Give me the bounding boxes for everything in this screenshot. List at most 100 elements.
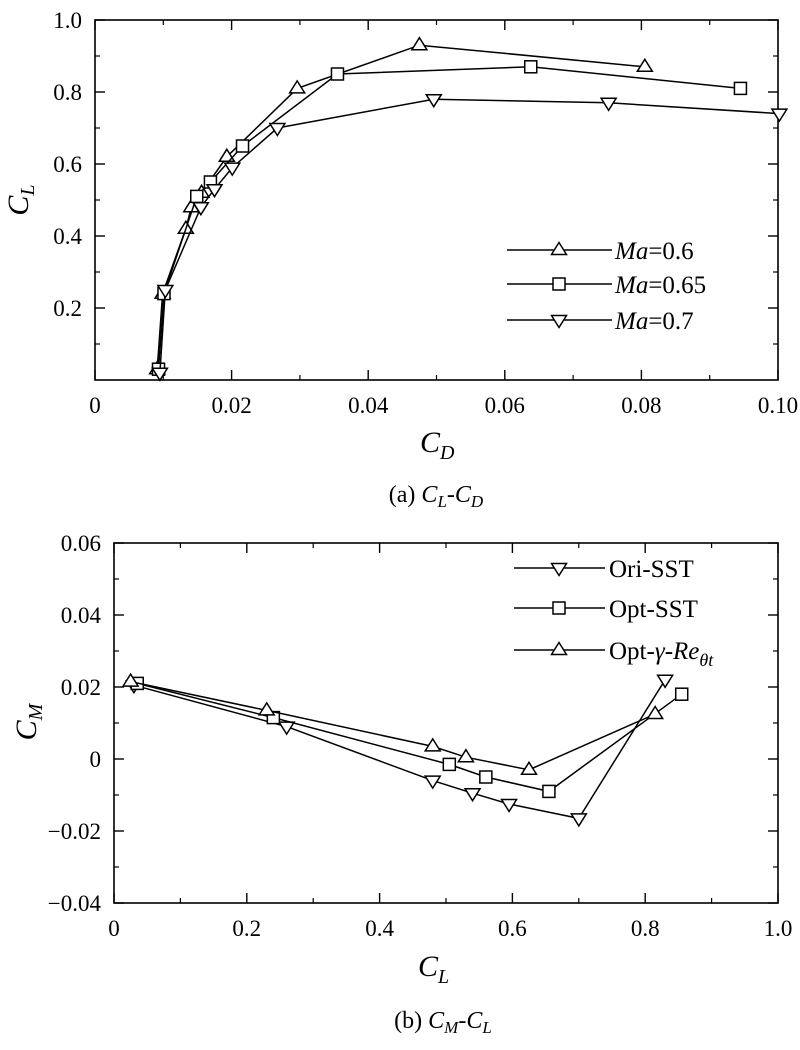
- panel-b-series-0-point-2: [423, 775, 442, 790]
- panel-a-series-1-point-2: [190, 189, 204, 204]
- panel-b-x-axis-title: CL: [418, 950, 449, 988]
- panel-a-series-2-point-7: [599, 97, 618, 112]
- panel-b-series-0: [125, 674, 674, 828]
- panel-b-series-1-point-4: [542, 784, 556, 799]
- legend-a-label-1-rest: =0.65: [648, 272, 706, 299]
- panel-b-series-1-line: [137, 682, 683, 793]
- panel-b-series-1: [130, 676, 689, 799]
- legend-b-marker-2-shape: [550, 641, 568, 656]
- panel-b-series-1-point-5: [674, 687, 689, 701]
- legend-a-marker-2: [550, 314, 568, 329]
- panel-b-caption-sep: -: [458, 1008, 466, 1034]
- panel-a-series-1-point-4: [235, 139, 250, 153]
- legend-a-label-0-italic: Ma: [614, 238, 648, 265]
- legend-a-label-2-italic: Ma: [614, 308, 648, 335]
- panel-b-ytick-label-5: 0.06: [61, 531, 101, 556]
- panel-b-series-1-point-2: [442, 757, 457, 772]
- legend-a-marker-1: [552, 277, 566, 291]
- panel-a-series-0-point-6: [288, 79, 307, 94]
- panel-a-series-2: [151, 93, 789, 382]
- panel-a-series-2-point-4: [223, 162, 242, 177]
- panel-a-ytick-label-2: 0.6: [53, 152, 82, 177]
- panel-a-cl-vs-cd: 0 0.02 0.04 0.06 0.08 0.100.20.40.60.81.0 CL …: [2, 8, 798, 511]
- panel-a-y-axis-title: CL: [2, 184, 39, 215]
- panel-a-ytick-label-3: 0.8: [53, 80, 82, 105]
- panel-b-series-0-point-3: [463, 787, 482, 803]
- legend-b-label-1: Opt-SST: [609, 596, 698, 623]
- legend-b-label-2-a: Opt-: [609, 638, 655, 665]
- legend-a-marker-0: [550, 241, 568, 256]
- panel-a-xtick-label-3: 0.06: [485, 393, 525, 418]
- panel-a-ytick-label-1: 0.4: [53, 224, 82, 249]
- panel-b-series: [121, 672, 689, 828]
- panel-a-series-0-point-8: [635, 57, 654, 73]
- panel-b-legend-entry-2: Opt-γ-Reθt: [514, 638, 714, 670]
- panel-a-series-2-point-5: [268, 122, 287, 137]
- panel-a-series-2-point-0: [151, 367, 169, 382]
- panel-b-xtick-label-4: 0.8: [631, 916, 660, 941]
- panel-b-series-2-point-0: [121, 672, 140, 687]
- panel-b-y-axis-sub: M: [25, 702, 47, 721]
- panel-b-ytick-label-1: −0.02: [48, 819, 101, 844]
- panel-b-legend-entry-1: Opt-SST: [514, 596, 698, 623]
- panel-a-series: [148, 36, 789, 382]
- panel-b-series-0-point-6: [656, 674, 674, 689]
- panel-a-series-2-point-2: [192, 201, 210, 217]
- legend-a-label-2: Ma=0.7: [614, 308, 694, 335]
- panel-a-x-axis-title: CD: [420, 426, 455, 464]
- panel-a-caption-a-sub: L: [436, 492, 446, 511]
- panel-b-series-2-point-3: [457, 748, 475, 763]
- legend-b-label-2-re: Re: [672, 638, 699, 665]
- panel-b-legend-entry-0: Ori-SST: [514, 556, 694, 583]
- panel-b-caption: (b) CM-CL: [394, 1008, 492, 1037]
- panel-b-caption-b-sub: L: [481, 1018, 491, 1037]
- legend-b-marker-1: [552, 601, 566, 615]
- panel-b-series-2: [121, 672, 665, 776]
- panel-b-ytick-label-3: 0.02: [61, 675, 101, 700]
- panel-a-legend-entry-2: Ma=0.7: [507, 308, 694, 335]
- panel-a-xtick-label-1: 0.02: [211, 393, 251, 418]
- panel-b-y-axis-main: C: [10, 719, 43, 740]
- panel-b-caption-b: C: [466, 1008, 483, 1034]
- panel-b-series-2-point-5: [646, 705, 665, 720]
- panel-b-cm-vs-cl: 0 0.2 0.4 0.6 0.8 1.0−0.04−0.0200.020.040.06 …: [10, 531, 792, 1037]
- legend-a-marker-2-shape: [550, 314, 568, 329]
- panel-b-ytick-label-4: 0.04: [61, 603, 102, 628]
- panel-b-series-1-point-3: [479, 770, 493, 784]
- legend-a-label-2-rest: =0.7: [648, 308, 693, 335]
- legend-a-label-0: Ma=0.6: [614, 238, 694, 265]
- panel-b-caption-a-sub: M: [443, 1018, 459, 1037]
- panel-b-xtick-label-3: 0.6: [498, 916, 527, 941]
- legend-b-marker-2: [550, 641, 568, 656]
- panel-a-legend-entry-0: Ma=0.6: [507, 238, 694, 265]
- panel-a-ytick-label-4: 1.0: [53, 8, 82, 33]
- panel-a-caption-prefix: (a): [389, 482, 422, 508]
- legend-a-label-1-italic: Ma: [614, 272, 648, 299]
- panel-a-ticks: [94, 19, 779, 380]
- legend-a-marker-1-shape: [552, 277, 566, 291]
- panel-b-series-2-point-1: [257, 701, 276, 716]
- panel-a-series-2-point-3: [205, 183, 224, 199]
- panel-a-x-axis-sub: D: [439, 442, 455, 464]
- legend-b-marker-0: [550, 562, 568, 577]
- panel-b-series-0-point-5: [569, 813, 588, 828]
- panel-b-ytick-label-2: 0: [90, 747, 102, 772]
- panel-a-xtick-label-0: 0: [89, 393, 101, 418]
- panel-a-xtick-label-4: 0.08: [621, 393, 661, 418]
- panel-b-xtick-label-1: 0.2: [232, 916, 261, 941]
- legend-a-marker-0-shape: [550, 241, 568, 256]
- panel-b-series-2-point-4: [520, 760, 538, 776]
- panel-a-series-1-point-5: [330, 67, 345, 81]
- legend-b-label-2-dash: -: [665, 638, 673, 665]
- legend-b-label-1-text: Opt-SST: [609, 596, 698, 623]
- panel-a-tick-labels: 0 0.02 0.04 0.06 0.08 0.10 0.2 0.4 0.6 0.8 1.0: [53, 8, 798, 418]
- panel-b-y-axis-title: CM: [10, 702, 47, 740]
- panel-b-x-axis-main: C: [418, 950, 439, 983]
- legend-b-label-2: Opt-γ-Reθt: [609, 638, 714, 670]
- legend-b-label-2-gamma: γ: [655, 638, 666, 665]
- panel-a-caption: (a) CL-CD: [389, 482, 484, 511]
- panel-a-series-1-point-6: [524, 60, 538, 74]
- legend-b-label-0-text: Ori-SST: [609, 556, 694, 583]
- panel-a-y-axis-main: C: [2, 195, 35, 216]
